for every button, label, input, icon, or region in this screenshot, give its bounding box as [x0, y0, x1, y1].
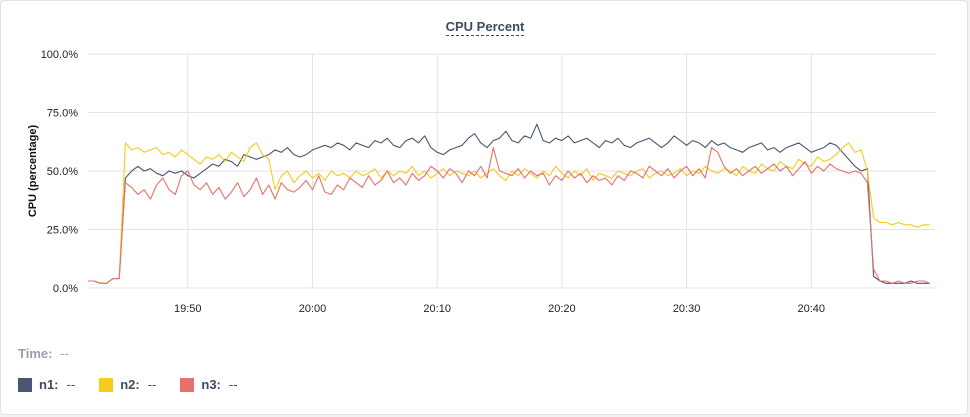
legend-name-n1: n1: [39, 377, 55, 392]
chart-title-wrap[interactable]: CPU Percent: [0, 19, 970, 36]
chart-title[interactable]: CPU Percent: [445, 19, 525, 36]
legend-name-n3: n3: [201, 377, 217, 392]
y-tick-label: 25.0%: [47, 225, 78, 237]
x-tick-label: 19:50: [174, 303, 202, 315]
legend-name-n2: n2: [120, 377, 136, 392]
series-line-n1: [88, 123, 930, 284]
y-tick-label: 0.0%: [53, 283, 78, 295]
legend-value-n2: --: [147, 377, 157, 392]
x-tick-label: 20:00: [299, 303, 327, 315]
legend-swatch-n2: [99, 377, 114, 392]
y-tick-label: 75.0%: [47, 108, 78, 120]
x-tick-label: 20:40: [798, 303, 826, 315]
legend-item-n2[interactable]: n2: --: [99, 377, 156, 392]
legend-item-n3[interactable]: n3: --: [180, 377, 238, 392]
y-axis-label: CPU (percentage): [27, 125, 39, 218]
x-tick-label: 20:20: [548, 303, 576, 315]
legend-item-n1[interactable]: n1: --: [18, 377, 75, 392]
time-label: Time:: [18, 346, 53, 361]
series-line-n2: [88, 142, 930, 284]
series-line-n3: [88, 147, 930, 284]
legend-swatch-n1: [18, 377, 32, 392]
y-tick-label: 100.0%: [41, 49, 79, 61]
legend-value-n1: --: [66, 377, 76, 392]
y-tick-label: 50.0%: [47, 166, 78, 178]
time-readout: Time: --: [18, 346, 69, 361]
x-tick-label: 20:10: [423, 303, 451, 315]
legend-value-n3: --: [228, 377, 238, 392]
legend-swatch-n3: [180, 377, 195, 392]
x-tick-label: 20:30: [673, 303, 701, 315]
legend: n1: -- n2: -- n3: --: [18, 377, 238, 392]
time-value: --: [60, 346, 69, 361]
